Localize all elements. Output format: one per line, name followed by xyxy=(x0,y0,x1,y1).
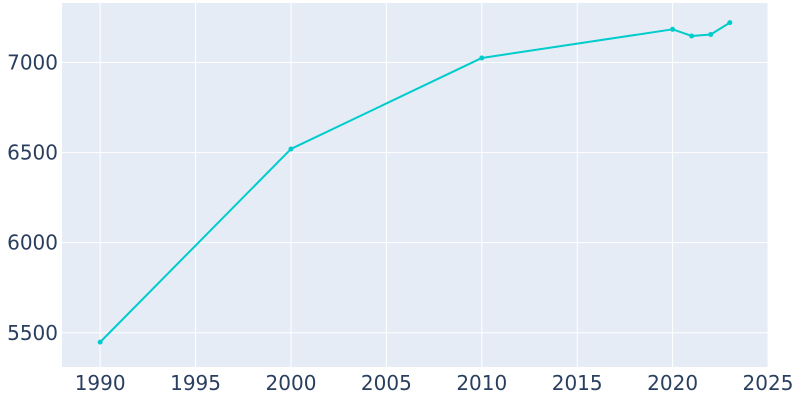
y-axis-tick-labels: 5500 6000 6500 7000 xyxy=(7,50,58,344)
data-point xyxy=(727,20,733,26)
x-tick-label: 2005 xyxy=(361,371,412,395)
x-tick-label: 1990 xyxy=(75,371,126,395)
data-point xyxy=(670,26,676,32)
x-tick-label: 2020 xyxy=(647,371,698,395)
data-point xyxy=(97,339,103,345)
y-tick-label: 5500 xyxy=(7,321,58,345)
y-tick-label: 6000 xyxy=(7,231,58,255)
x-tick-label: 2015 xyxy=(552,371,603,395)
y-tick-label: 7000 xyxy=(7,50,58,74)
x-tick-label: 2010 xyxy=(456,371,507,395)
x-tick-label: 1995 xyxy=(170,371,221,395)
data-point xyxy=(689,33,695,39)
y-tick-label: 6500 xyxy=(7,141,58,165)
x-tick-label: 2025 xyxy=(743,371,794,395)
data-point xyxy=(479,55,485,61)
data-point xyxy=(708,32,714,38)
x-tick-label: 2000 xyxy=(266,371,317,395)
plot-area xyxy=(62,3,768,367)
series-layer xyxy=(97,20,733,345)
data-point xyxy=(288,146,294,152)
gridlines xyxy=(62,3,769,367)
x-axis-tick-labels: 1990 1995 2000 2005 2010 2015 2020 2025 xyxy=(75,371,794,395)
